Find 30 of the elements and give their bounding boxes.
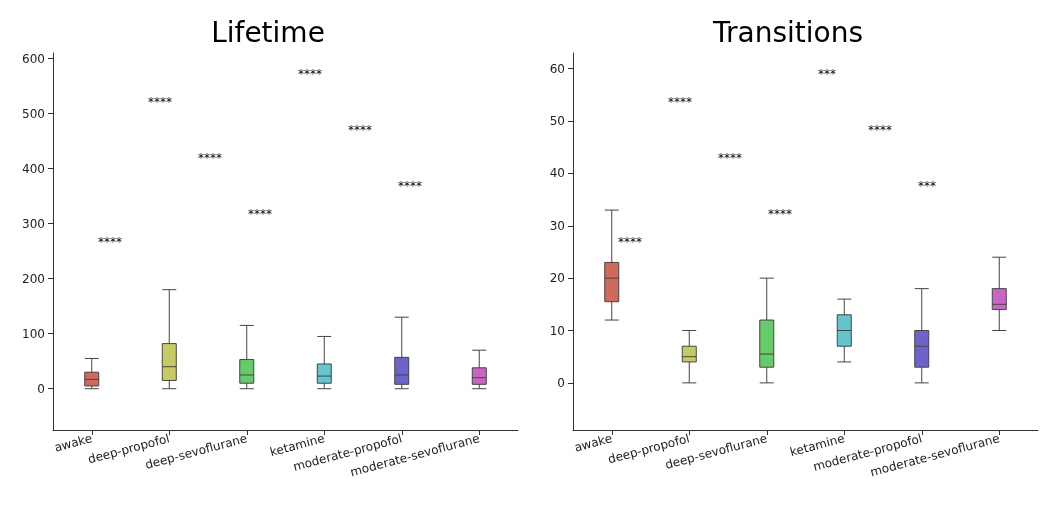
annotation: **** [298,67,322,81]
y-tick-label: 300 [22,216,45,231]
y-tick-label: 400 [22,161,45,176]
annotation: **** [148,95,172,109]
y-tick-label: 40 [549,166,565,181]
y-tick-label: 0 [37,381,45,396]
chart-title: Lifetime [211,15,325,49]
chart-title: Transitions [712,15,863,49]
annotation: **** [718,151,742,165]
y-tick-label: 0 [557,375,565,390]
annotation: **** [618,235,642,249]
annotation: **** [198,151,222,165]
y-tick-label: 100 [22,326,45,341]
y-tick-label: 200 [22,271,45,286]
annotation: **** [668,95,692,109]
annotation: **** [348,123,372,137]
y-tick-label: 60 [549,61,565,76]
y-tick-label: 50 [549,114,565,129]
y-tick-label: 10 [549,323,565,338]
y-tick-label: 30 [549,218,565,233]
annotation: **** [868,123,892,137]
annotation: *** [818,67,836,81]
y-tick-label: 20 [549,271,565,286]
y-tick-label: 500 [22,106,45,121]
annotation: **** [398,179,422,193]
annotation: **** [768,207,792,221]
annotation: *** [918,179,936,193]
annotation: **** [98,235,122,249]
y-tick-label: 600 [22,51,45,66]
annotation: **** [248,207,272,221]
